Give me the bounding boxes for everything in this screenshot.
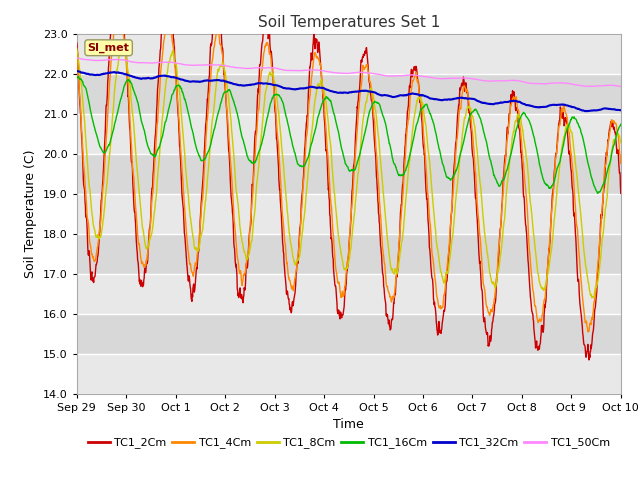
X-axis label: Time: Time <box>333 418 364 431</box>
Bar <box>77 73 621 114</box>
Bar <box>77 34 621 73</box>
Bar <box>77 114 621 154</box>
Title: Soil Temperatures Set 1: Soil Temperatures Set 1 <box>258 15 440 30</box>
Bar <box>77 354 621 394</box>
Bar <box>77 193 621 234</box>
Bar <box>77 313 621 354</box>
Legend: TC1_2Cm, TC1_4Cm, TC1_8Cm, TC1_16Cm, TC1_32Cm, TC1_50Cm: TC1_2Cm, TC1_4Cm, TC1_8Cm, TC1_16Cm, TC1… <box>83 433 614 453</box>
Y-axis label: Soil Temperature (C): Soil Temperature (C) <box>24 149 37 278</box>
Bar <box>77 234 621 274</box>
Text: SI_met: SI_met <box>88 43 129 53</box>
Bar <box>77 274 621 313</box>
Bar <box>77 154 621 193</box>
